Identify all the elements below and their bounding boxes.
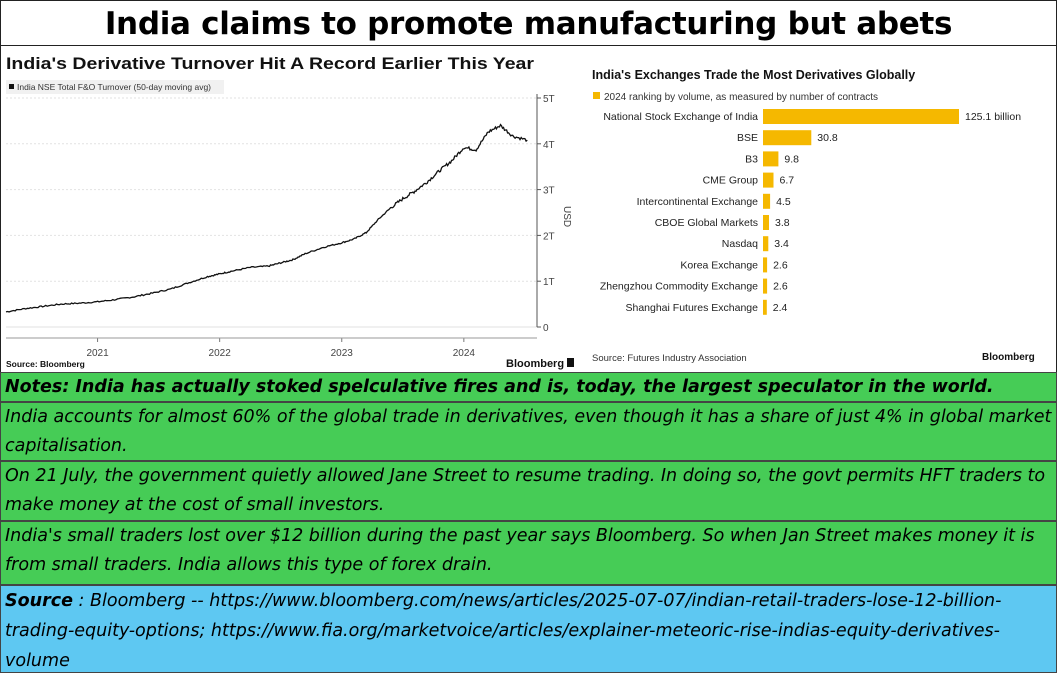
line-chart-brand: Bloomberg: [506, 358, 564, 370]
bar-value-label: 2.4: [773, 302, 788, 314]
exchanges-bar-chart: India's Exchanges Trade the Most Derivat…: [592, 68, 1035, 364]
bar-value-label: 125.1 billion: [965, 111, 1021, 123]
line-legend-label: India NSE Total F&O Turnover (50-day mov…: [17, 82, 211, 92]
note-row: India's small traders lost over $12 bill…: [0, 521, 1057, 585]
banner: India claims to promote manufacturing bu…: [0, 0, 1057, 88]
bar: [763, 193, 771, 209]
bar-value-label: 9.8: [784, 153, 799, 165]
x-tick-label: 2024: [453, 348, 476, 359]
bar-category-label: B3: [745, 153, 758, 165]
line-chart-y-axis-label: USD: [561, 206, 572, 227]
bar: [763, 172, 774, 188]
bar-category-label: National Stock Exchange of India: [603, 111, 758, 123]
turnover-series-line: [5, 123, 528, 313]
bar-category-label: Shanghai Futures Exchange: [625, 302, 758, 314]
bar-value-label: 30.8: [817, 132, 838, 144]
bar: [763, 215, 769, 230]
notes-heading-row: Notes: India has actually stoked spelcul…: [0, 372, 1057, 402]
bar-value-label: 2.6: [773, 259, 788, 271]
line-chart-title: India's Derivative Turnover Hit A Record…: [6, 54, 534, 73]
bar: [763, 299, 767, 315]
source-text: Source : Bloomberg -- https://www.bloomb…: [1, 586, 1056, 676]
bar-category-label: CBOE Global Markets: [655, 217, 758, 229]
y-tick-label: 0: [543, 323, 549, 334]
source-citation: : Bloomberg -- https://www.bloomberg.com…: [5, 591, 1002, 671]
x-tick-label: 2021: [86, 348, 109, 359]
bar: [763, 236, 769, 252]
source-label: Source: [5, 591, 73, 611]
line-chart-y-ticks: 0 1T 2T 3T 4T 5T: [536, 94, 555, 334]
line-chart-gridlines: [6, 97, 537, 328]
bar-value-label: 3.4: [774, 238, 789, 250]
y-tick-label: 2T: [543, 231, 555, 242]
bar-category-label: BSE: [737, 132, 758, 144]
bar-legend-swatch: [593, 92, 600, 99]
bar-value-label: 2.6: [773, 281, 788, 293]
note-text: India accounts for almost 60% of the glo…: [5, 407, 1052, 456]
bloomberg-terminal-icon: [567, 358, 574, 367]
line-chart-x-ticks: 2021 2022 2023 2024: [6, 337, 537, 359]
exchanges-chart-panel: India's Exchanges Trade the Most Derivat…: [576, 46, 1057, 372]
turnover-chart-panel: India's Derivative Turnover Hit A Record…: [0, 46, 576, 372]
source-row: Source : Bloomberg -- https://www.bloomb…: [0, 585, 1057, 673]
note-text: India's small traders lost over $12 bill…: [5, 526, 1035, 575]
bar-value-label: 4.5: [776, 196, 791, 208]
bar-chart-brand: Bloomberg: [982, 352, 1035, 363]
bar-chart-bars: National Stock Exchange of India 125.1 bi…: [600, 109, 1021, 315]
note-row: On 21 July, the government quietly allow…: [0, 461, 1057, 521]
bar-category-label: Intercontinental Exchange: [637, 196, 759, 208]
y-tick-label: 3T: [543, 186, 555, 197]
bar-value-label: 3.8: [775, 217, 790, 229]
bar-category-label: Zhengzhou Commodity Exchange: [600, 281, 758, 293]
note-text: On 21 July, the government quietly allow…: [5, 466, 1046, 515]
bar-chart-title: India's Exchanges Trade the Most Derivat…: [592, 68, 915, 82]
y-tick-label: 4T: [543, 140, 555, 151]
y-tick-label: 5T: [543, 94, 555, 105]
bar: [763, 257, 768, 273]
bar-category-label: Nasdaq: [722, 238, 758, 250]
line-chart-source: Source: Bloomberg: [6, 359, 85, 369]
note-row: India accounts for almost 60% of the glo…: [0, 402, 1057, 461]
bar-category-label: CME Group: [703, 175, 759, 187]
bar: [763, 109, 959, 124]
bar: [763, 151, 779, 167]
bar-category-label: Korea Exchange: [680, 259, 758, 271]
turnover-line-chart: India's Derivative Turnover Hit A Record…: [5, 54, 574, 370]
line-legend-swatch: [9, 84, 14, 89]
y-tick-label: 1T: [543, 277, 555, 288]
bar: [763, 130, 812, 146]
notes-heading: Notes: India has actually stoked spelcul…: [5, 377, 994, 397]
x-tick-label: 2022: [209, 348, 232, 359]
bar-legend-label: 2024 ranking by volume, as measured by n…: [604, 92, 878, 103]
bar: [763, 278, 768, 294]
bar-value-label: 6.7: [780, 175, 795, 187]
x-tick-label: 2023: [331, 348, 354, 359]
bar-chart-source: Source: Futures Industry Association: [592, 353, 747, 364]
line-legend-box: [6, 80, 224, 94]
